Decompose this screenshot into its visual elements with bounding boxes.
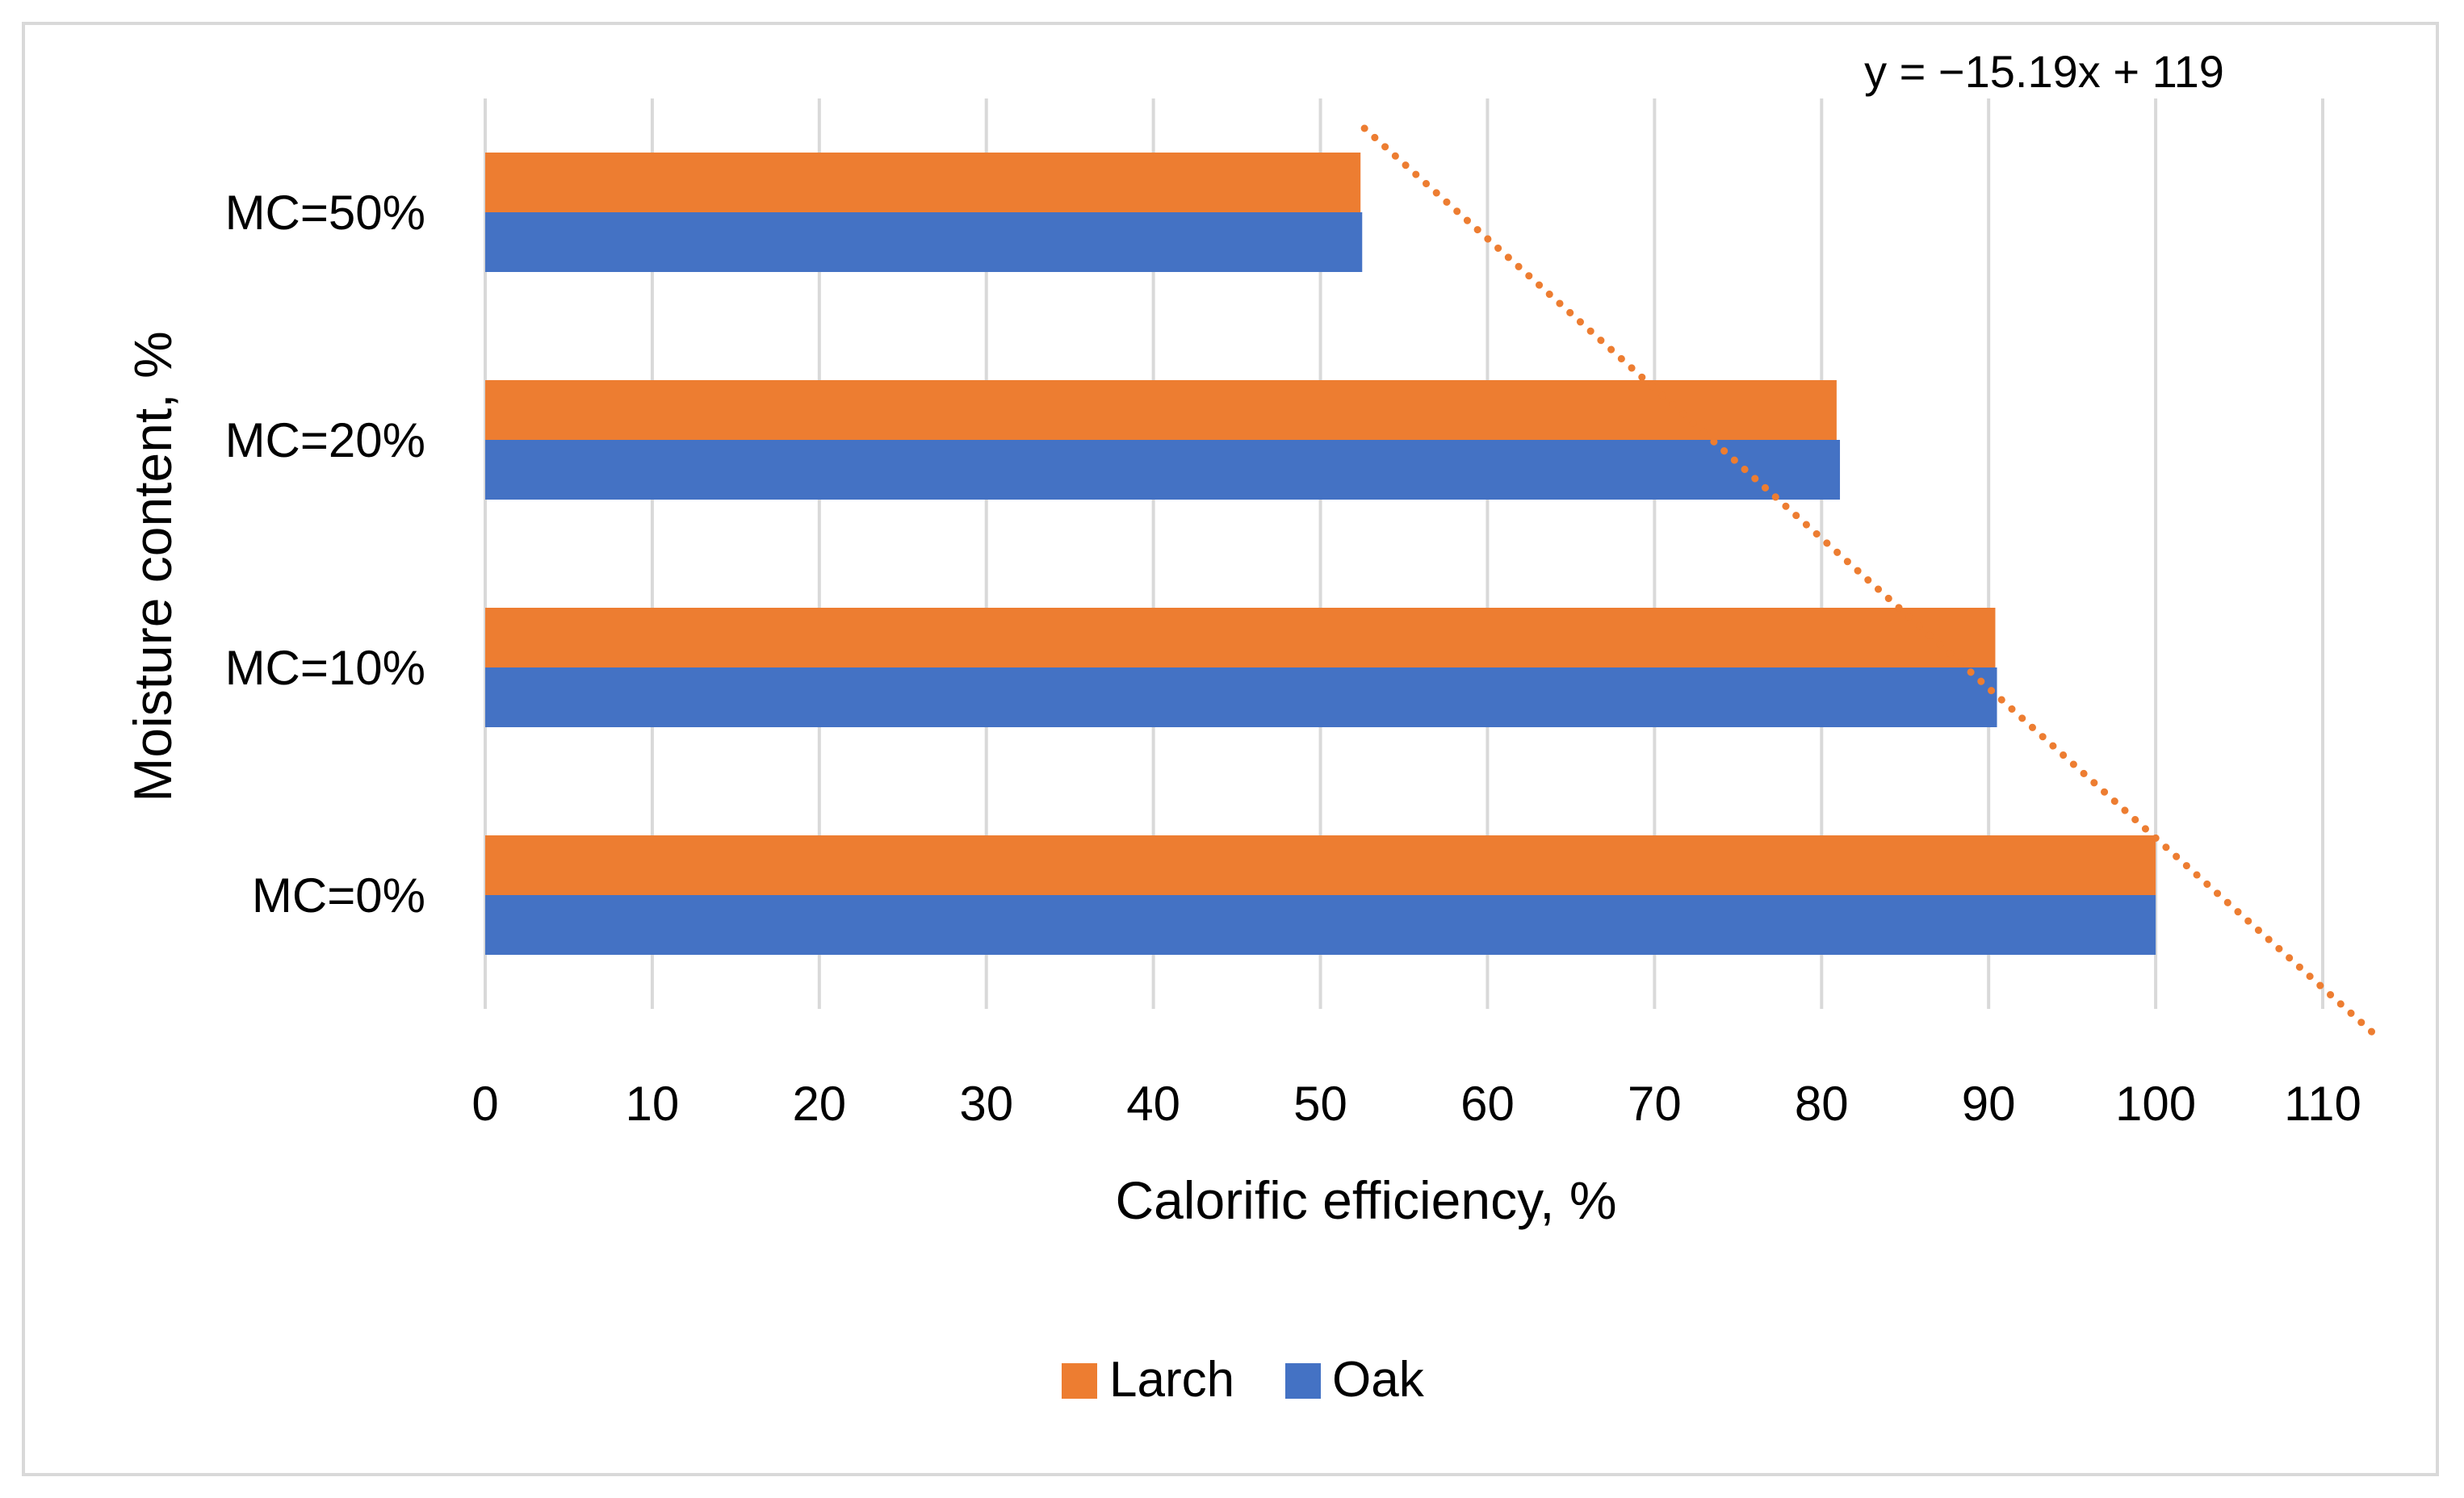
category-label: MC=50% <box>225 186 425 240</box>
bar-oak <box>485 667 1997 727</box>
legend-swatch-oak <box>1285 1363 1321 1399</box>
category-label: MC=10% <box>225 641 425 695</box>
trendline-equation: y = −15.19x + 119 <box>1864 46 2224 97</box>
bar-larch <box>485 835 2156 895</box>
x-axis-title: Calorific efficiency, % <box>1115 1170 1616 1230</box>
category-label: MC=20% <box>225 413 425 467</box>
category-label: MC=0% <box>252 868 425 923</box>
bar-larch <box>485 608 1996 667</box>
legend-label-larch: Larch <box>1109 1352 1234 1408</box>
x-tick-label: 50 <box>1293 1077 1347 1131</box>
legend-label-oak: Oak <box>1332 1352 1425 1408</box>
bar-larch <box>485 380 1837 440</box>
x-tick-label: 40 <box>1126 1077 1180 1131</box>
bar-oak <box>485 440 1841 500</box>
x-tick-label: 70 <box>1628 1077 1682 1131</box>
x-tick-label: 90 <box>1962 1077 2016 1131</box>
category-labels: MC=0% MC=10% MC=20% MC=50% <box>225 186 425 923</box>
x-tick-label: 100 <box>2115 1077 2196 1131</box>
x-tick-label: 60 <box>1460 1077 1515 1131</box>
x-tick-label: 110 <box>2284 1077 2361 1131</box>
x-tick-label: 0 <box>471 1077 498 1131</box>
x-tick-labels: 0 10 20 30 40 50 60 70 80 90 100 110 <box>471 1077 2361 1131</box>
bars <box>485 153 2156 955</box>
bar-oak <box>485 895 2156 955</box>
legend: Larch Oak <box>1062 1352 1425 1408</box>
bar-oak <box>485 212 1363 272</box>
x-tick-label: 30 <box>959 1077 1013 1131</box>
bar-larch <box>485 153 1361 212</box>
x-tick-label: 10 <box>626 1077 680 1131</box>
y-axis-title: Moisture content, % <box>123 331 182 801</box>
legend-swatch-larch <box>1062 1363 1097 1399</box>
x-tick-label: 20 <box>792 1077 846 1131</box>
x-tick-label: 80 <box>1795 1077 1849 1131</box>
